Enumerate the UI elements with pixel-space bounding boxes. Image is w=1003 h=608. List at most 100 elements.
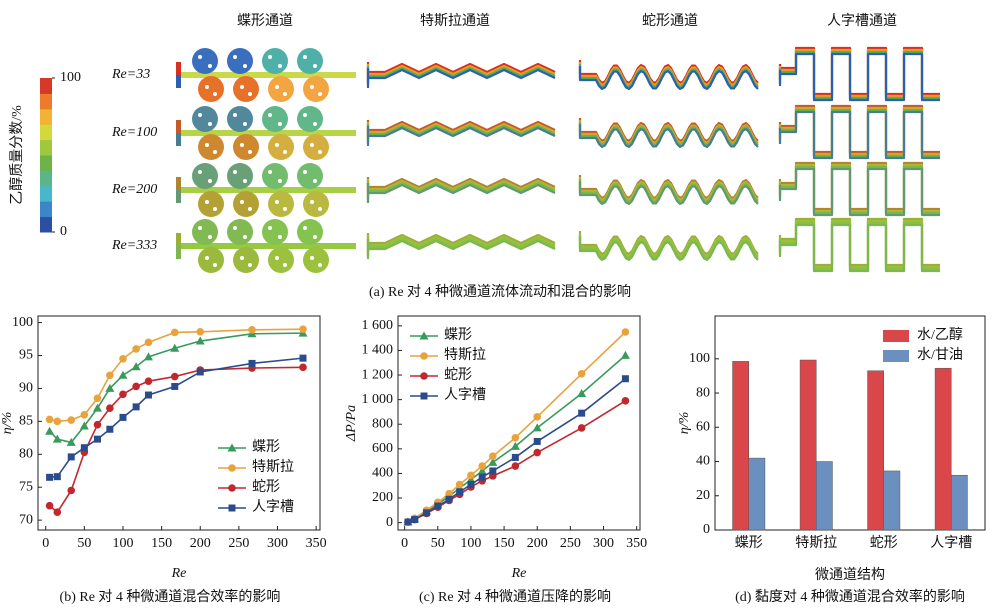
post <box>310 85 314 89</box>
marker <box>143 352 153 361</box>
y-tick-label: 0 <box>703 522 710 537</box>
marker <box>132 403 140 411</box>
row-label: Re=200 <box>111 182 157 197</box>
post <box>205 143 209 147</box>
x-tick-label: 300 <box>593 536 614 551</box>
marker <box>510 441 520 450</box>
marker <box>228 484 236 492</box>
post <box>240 200 244 204</box>
x-tick-label: 50 <box>431 536 445 551</box>
post <box>213 263 217 267</box>
x-tick-label: 100 <box>112 536 133 551</box>
inlet <box>176 233 181 246</box>
marker <box>45 501 54 510</box>
y-tick-label: 70 <box>19 512 33 527</box>
post <box>213 92 217 96</box>
marker <box>105 383 115 392</box>
chamber <box>297 163 323 189</box>
chamber <box>198 134 224 160</box>
post <box>318 263 322 267</box>
simulation-row <box>176 217 940 273</box>
chamber <box>198 191 224 217</box>
post <box>318 150 322 154</box>
post <box>248 263 252 267</box>
x-tick-label: 50 <box>77 536 91 551</box>
caption: (b) Re 对 4 种微通道混合效率的影响 <box>60 588 281 605</box>
x-tick-label: 150 <box>494 536 515 551</box>
inlet <box>176 190 181 203</box>
marker <box>488 457 498 466</box>
serpentine-channel <box>578 181 759 206</box>
chart: 70 75 80 85 90 95 100 η/% Re (b) Re 对 4 种微通道混合效率的… <box>0 315 326 605</box>
y-tick-label: 1 200 <box>362 367 394 382</box>
marker <box>132 382 140 391</box>
y-tick-label: 40 <box>696 454 710 469</box>
marker <box>170 343 180 352</box>
post <box>213 207 217 211</box>
marker <box>144 338 153 347</box>
legend-label: 蛇形 <box>252 479 280 495</box>
y-tick-label: 20 <box>696 488 710 503</box>
post <box>268 170 272 174</box>
bar <box>934 367 952 531</box>
marker <box>577 424 586 432</box>
marker <box>456 488 464 496</box>
simulation-row <box>176 161 940 217</box>
post <box>268 55 272 59</box>
chamber <box>233 191 259 217</box>
post <box>205 200 209 204</box>
post <box>313 179 317 183</box>
chamber <box>192 106 218 132</box>
caption: (d) 黏度对 4 种微通道混合效率的影响 <box>735 588 965 605</box>
caption: (a) Re 对 4 种微通道流体流动和混合的影响 <box>369 284 631 300</box>
caption: (c) Re 对 4 种微通道压降的影响 <box>419 589 611 605</box>
post <box>243 64 247 68</box>
marker <box>578 409 586 417</box>
chamber <box>303 134 329 160</box>
y-tick-label: 80 <box>696 385 710 400</box>
colorbar-tick-label: 0 <box>60 224 67 239</box>
x-axis-label: Re <box>511 566 527 581</box>
post <box>275 85 279 89</box>
herringbone-channel <box>778 223 940 273</box>
post <box>318 207 322 211</box>
x-tick-label: 350 <box>626 536 647 551</box>
column-title: 蛇形通道 <box>642 13 698 29</box>
colorbar-band <box>40 216 52 233</box>
marker <box>533 437 541 445</box>
chamber <box>192 48 218 74</box>
marker <box>248 359 256 367</box>
post <box>303 226 307 230</box>
chamber <box>268 247 294 273</box>
marker <box>106 404 114 412</box>
post <box>208 235 212 239</box>
y-axis-label: η/% <box>0 412 15 435</box>
row-label: Re=100 <box>111 125 157 140</box>
marker <box>248 326 256 334</box>
channel <box>181 130 356 136</box>
colorbar-label: 乙醇质量分数/% <box>8 105 25 205</box>
chamber <box>227 106 253 132</box>
marker <box>93 420 102 429</box>
post <box>240 143 244 147</box>
x-tick-label: 人字槽 <box>930 535 972 551</box>
marker <box>419 331 429 340</box>
marker <box>404 518 412 526</box>
x-tick-label: 150 <box>151 536 172 551</box>
marker <box>118 370 128 379</box>
marker <box>170 372 179 381</box>
marker <box>196 368 204 376</box>
bar <box>883 470 901 531</box>
marker <box>119 413 127 421</box>
chamber <box>262 219 288 245</box>
x-tick-label: 200 <box>190 536 211 551</box>
plot-frame <box>714 315 986 531</box>
marker <box>92 403 102 412</box>
x-tick-label: 蛇形 <box>870 535 898 551</box>
serpentine-channel <box>578 124 759 149</box>
marker <box>620 350 630 359</box>
row-label: Re=333 <box>111 238 157 253</box>
channel <box>181 243 356 249</box>
colorbar-band <box>40 78 52 94</box>
colorbar-band <box>40 201 52 218</box>
